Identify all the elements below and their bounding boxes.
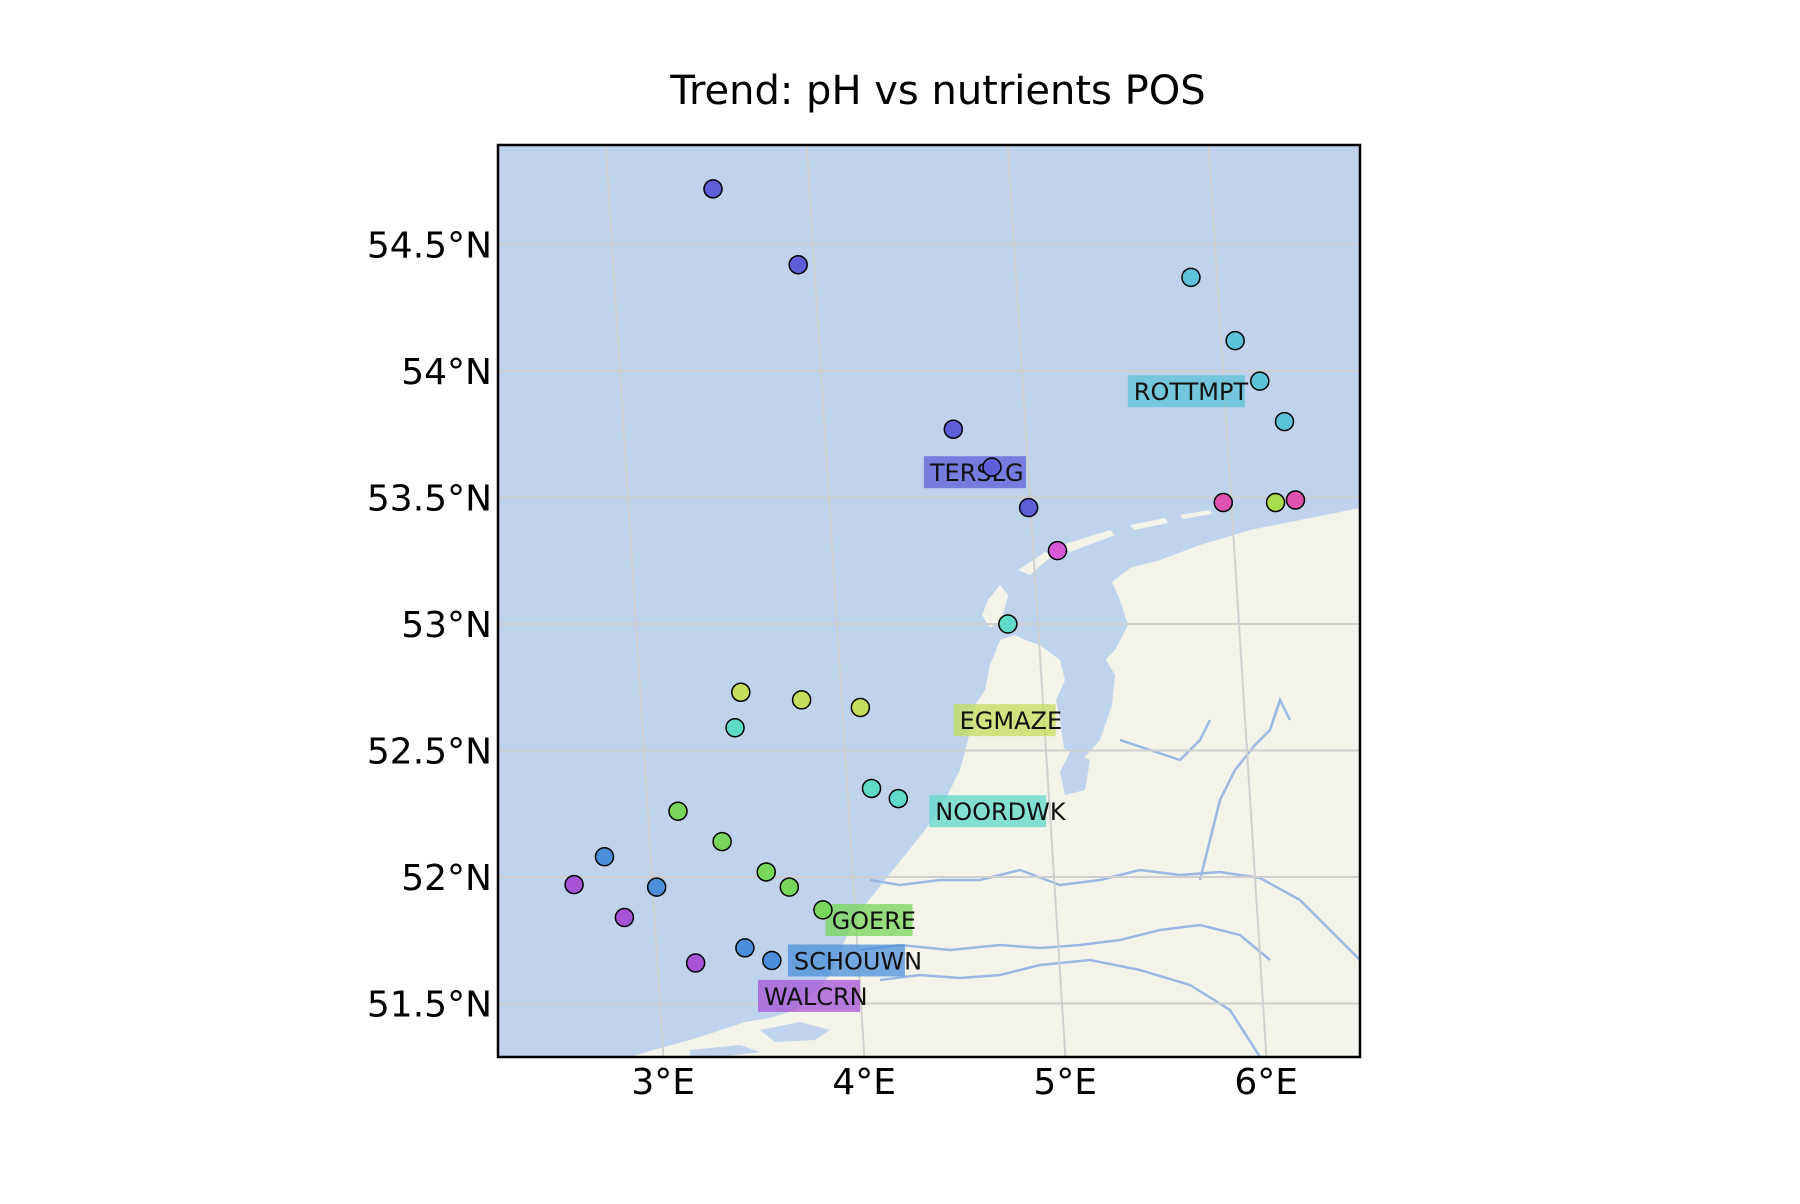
estuary-westerschelde <box>690 1045 760 1057</box>
transect-label-text: GOERE <box>832 907 917 935</box>
river-maas <box>879 958 1262 1057</box>
transect-label-box <box>1127 375 1245 408</box>
land-netherlands <box>630 508 1360 1057</box>
station-point-walcrn[interactable] <box>614 907 635 928</box>
transect-labels: TERSLG ROTTMPT EGMAZE NOORDWK GOERE SCHOUWN WA… <box>758 375 1248 1012</box>
river-rhine <box>869 868 1360 961</box>
station-point-egmaze[interactable] <box>731 682 751 703</box>
transect-label-rottmpt: ROTTMPT <box>1127 375 1249 408</box>
station-point-terslg[interactable] <box>982 457 1002 477</box>
meridian-3 <box>1207 145 1268 1057</box>
station-point-noordwk[interactable] <box>998 614 1018 634</box>
map-title: Trend: pH vs nutrients POS <box>669 68 1205 114</box>
island-ameland <box>1130 518 1168 530</box>
station-point-rottmpt[interactable] <box>1181 267 1201 288</box>
transect-label-box <box>825 904 913 937</box>
lat-tick-label: 54°N <box>401 352 492 393</box>
transect-label-egmaze: EGMAZE <box>953 704 1063 737</box>
station-point-schouwn[interactable] <box>594 847 615 867</box>
transect-label-text: EGMAZE <box>960 707 1063 735</box>
meridian-0 <box>604 145 665 1057</box>
station-point-schouwn[interactable] <box>646 877 667 897</box>
transect-label-terslg: TERSLG <box>923 456 1026 489</box>
lon-tick-label: 4°E <box>832 1062 896 1103</box>
lat-tick-label: 52°N <box>401 858 492 899</box>
estuary-oosterschelde <box>760 1022 830 1042</box>
transect-label-noordwk: NOORDWK <box>929 795 1067 828</box>
station-point-rottmpt[interactable] <box>1225 330 1245 351</box>
station-point[interactable] <box>1265 492 1286 513</box>
station-point-terslg[interactable] <box>1018 497 1039 518</box>
longitude-tick-labels: 3°E 4°E 5°E 6°E <box>631 1062 1298 1103</box>
station-point-schouwn[interactable] <box>735 938 755 958</box>
river-ijssel <box>1198 696 1292 881</box>
lat-tick-label: 52.5°N <box>367 732 492 773</box>
island-schiermonnikoog <box>1180 510 1212 519</box>
river-waal <box>859 923 1271 961</box>
transect-label-schouwn: SCHOUWN <box>787 944 922 977</box>
transect-label-walcrn: WALCRN <box>758 979 868 1012</box>
lat-tick-label: 54.5°N <box>367 226 492 267</box>
transect-label-box <box>787 944 905 977</box>
station-point-noordwk[interactable] <box>888 788 909 809</box>
station-point[interactable] <box>1285 490 1306 510</box>
transect-label-box <box>929 795 1047 828</box>
station-point-goere[interactable] <box>712 831 732 852</box>
lat-tick-label: 51.5°N <box>367 985 492 1026</box>
station-point[interactable] <box>1213 492 1234 513</box>
station-point-rottmpt[interactable] <box>1274 411 1295 432</box>
station-point-walcrn[interactable] <box>685 953 706 973</box>
station-point-schouwn[interactable] <box>762 950 782 971</box>
ijsselmeer <box>1056 650 1115 760</box>
transect-label-text: SCHOUWN <box>794 947 922 975</box>
transect-label-text: NOORDWK <box>935 798 1067 826</box>
map-area: TERSLG ROTTMPT EGMAZE NOORDWK GOERE SCHOUWN WA… <box>498 145 1360 1057</box>
river-vecht <box>1119 719 1212 762</box>
lon-tick-label: 6°E <box>1234 1062 1298 1103</box>
markermeer <box>1060 752 1090 795</box>
transect-label-text: ROTTMPT <box>1134 378 1249 406</box>
latitude-tick-labels: 51.5°N 52°N 52.5°N 53°N 53.5°N 54°N 54.5°N <box>367 226 492 1026</box>
station-point-goere[interactable] <box>756 862 776 882</box>
station-point-noordwk[interactable] <box>725 717 745 738</box>
transect-label-text: WALCRN <box>764 983 868 1011</box>
transect-label-box <box>758 979 861 1012</box>
lon-tick-label: 3°E <box>631 1062 695 1103</box>
meridian-2 <box>1006 145 1067 1057</box>
station-point-terslg[interactable] <box>788 254 808 275</box>
station-point-goere[interactable] <box>813 900 833 920</box>
lat-tick-label: 53.5°N <box>367 479 492 520</box>
station-point[interactable] <box>1047 540 1068 561</box>
transect-label-text: TERSLG <box>929 459 1024 487</box>
rivers <box>859 696 1360 1057</box>
axes-frame <box>496 143 1362 1059</box>
lat-tick-label: 53°N <box>401 605 492 646</box>
station-points <box>564 179 1306 973</box>
station-point-rottmpt[interactable] <box>1250 371 1270 391</box>
lon-tick-label: 5°E <box>1033 1062 1097 1103</box>
transect-label-box <box>923 456 1026 489</box>
transect-label-box <box>953 704 1056 737</box>
station-point-terslg[interactable] <box>703 179 723 199</box>
station-point-noordwk[interactable] <box>861 778 882 799</box>
station-point-egmaze[interactable] <box>850 697 871 718</box>
station-point-goere[interactable] <box>668 801 688 821</box>
station-point-walcrn[interactable] <box>564 874 584 895</box>
station-point-goere[interactable] <box>779 877 800 897</box>
station-point-terslg[interactable] <box>943 419 964 439</box>
station-point-egmaze[interactable] <box>791 690 812 710</box>
island-terschelling <box>1062 530 1115 552</box>
transect-label-goere: GOERE <box>825 904 917 937</box>
